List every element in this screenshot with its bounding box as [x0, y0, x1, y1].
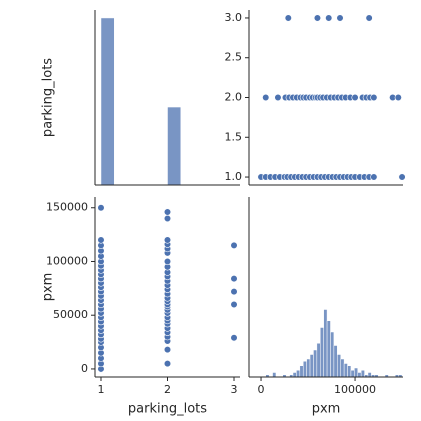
scatter-point: [398, 173, 406, 181]
hist-bar: [340, 358, 345, 378]
y-tick-label: 2.0: [225, 91, 243, 104]
y-tick-label: 2.5: [225, 51, 243, 64]
hist-bar: [316, 343, 321, 378]
y-tick-label: 50000: [53, 308, 88, 321]
hist-bar: [350, 370, 355, 378]
x-tick-label: 1: [97, 383, 104, 396]
hist-bar: [167, 106, 182, 186]
hist-bar: [323, 309, 328, 378]
hist-bar: [354, 367, 359, 378]
hist-bar: [330, 331, 335, 378]
scatter-point: [351, 93, 359, 102]
y-axis-label: pxm: [41, 273, 56, 302]
hist-bar: [333, 345, 338, 378]
x-tick-label: 0: [258, 383, 265, 396]
scatter-point: [274, 93, 282, 102]
hist-bar: [296, 370, 301, 378]
hist-bar: [299, 365, 304, 378]
scatter-point: [262, 93, 270, 102]
y-tick-label: 100000: [46, 254, 88, 267]
scatter-point: [284, 14, 292, 22]
x-axis-label: parking_lots: [128, 402, 207, 417]
scatter-point: [325, 14, 333, 22]
x-tick-label: 3: [231, 383, 238, 396]
y-tick-label: 1.0: [225, 170, 243, 183]
scatter-point: [230, 334, 238, 342]
hist-bar: [292, 372, 297, 378]
hist-bar: [360, 370, 365, 378]
scatter-point: [365, 14, 373, 22]
hist-bar: [326, 320, 331, 378]
scatter-point: [370, 173, 378, 181]
hist-bar: [272, 372, 277, 378]
y-tick-label: 150000: [46, 201, 88, 214]
scatter-point: [230, 241, 238, 249]
x-tick-label: 100000: [334, 383, 376, 396]
y-tick-label: 0: [81, 362, 88, 375]
hist-bar: [347, 365, 352, 378]
scatter-point: [230, 275, 238, 283]
scatter-point: [163, 208, 172, 216]
scatter-point: [163, 236, 172, 244]
hist-bar: [313, 349, 318, 378]
scatter-point: [163, 345, 172, 354]
scatter-point: [394, 93, 402, 102]
hist-bar: [367, 372, 372, 378]
scatter-point: [230, 287, 238, 296]
hist-bar: [320, 327, 324, 378]
scatter-point: [97, 236, 105, 244]
scatter-point: [97, 204, 105, 212]
hist-bar: [357, 372, 362, 378]
hist-bar: [343, 363, 348, 378]
scatter-point: [163, 359, 172, 368]
hist-bar: [337, 354, 341, 378]
x-axis-label: pxm: [312, 402, 341, 417]
scatter-point: [163, 214, 172, 223]
scatter-point: [336, 14, 344, 22]
scatter-point: [313, 14, 322, 22]
x-tick-label: 2: [164, 383, 171, 396]
scatter-point: [370, 93, 378, 102]
scatter-point: [230, 300, 238, 309]
hist-bar: [100, 17, 115, 186]
scatter-point: [163, 257, 172, 266]
hist-bar: [309, 354, 314, 378]
hist-bar: [306, 358, 311, 378]
y-axis-label: parking_lots: [41, 58, 56, 137]
y-tick-label: 3.0: [225, 11, 243, 24]
y-tick-label: 1.5: [225, 130, 243, 143]
hist-bar: [302, 361, 307, 378]
